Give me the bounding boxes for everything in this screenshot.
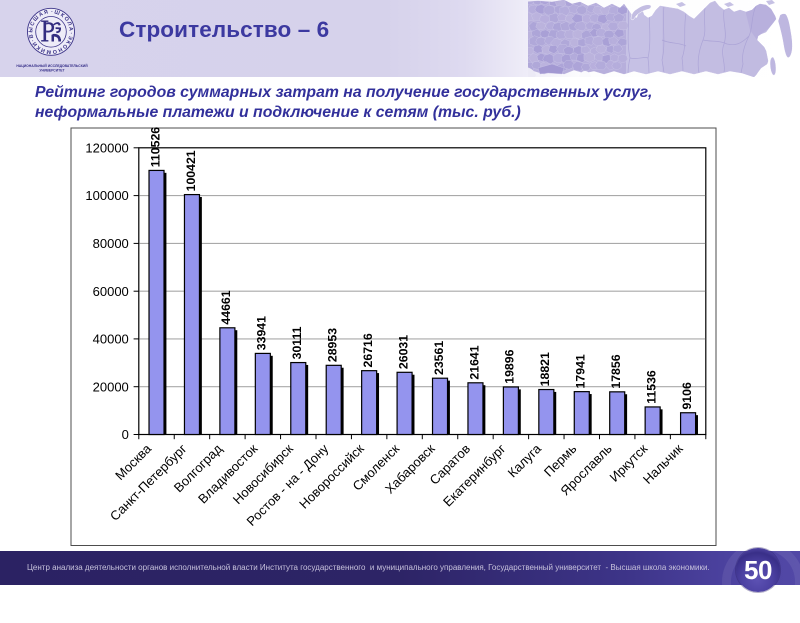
svg-text:17941: 17941: [574, 354, 588, 388]
svg-text:21641: 21641: [467, 345, 481, 379]
svg-text:11536: 11536: [644, 370, 658, 404]
svg-text:26031: 26031: [396, 335, 410, 369]
svg-text:28953: 28953: [326, 328, 340, 362]
svg-text:0: 0: [122, 427, 129, 442]
svg-text:26716: 26716: [361, 333, 375, 367]
svg-text:80000: 80000: [93, 236, 129, 251]
svg-text:30111: 30111: [290, 326, 304, 359]
svg-text:УНИВЕРСИТЕТ: УНИВЕРСИТЕТ: [39, 68, 65, 72]
svg-text:17856: 17856: [609, 354, 623, 388]
svg-text:19896: 19896: [503, 349, 517, 383]
svg-text:100421: 100421: [184, 150, 198, 191]
svg-text:110526: 110526: [148, 127, 162, 167]
svg-text:60000: 60000: [93, 284, 129, 299]
svg-text:23561: 23561: [432, 341, 446, 375]
svg-text:НАЦИОНАЛЬНЫЙ ИССЛЕДОВАТЕЛЬСКИЙ: НАЦИОНАЛЬНЫЙ ИССЛЕДОВАТЕЛЬСКИЙ: [16, 64, 88, 68]
svg-text:20000: 20000: [93, 379, 129, 394]
svg-text:18821: 18821: [538, 352, 552, 386]
svg-text:9106: 9106: [680, 382, 694, 410]
svg-text:33941: 33941: [255, 316, 269, 350]
svg-text:40000: 40000: [93, 332, 129, 347]
svg-text:44661: 44661: [219, 290, 233, 324]
svg-text:100000: 100000: [85, 188, 128, 203]
svg-text:120000: 120000: [85, 140, 128, 155]
